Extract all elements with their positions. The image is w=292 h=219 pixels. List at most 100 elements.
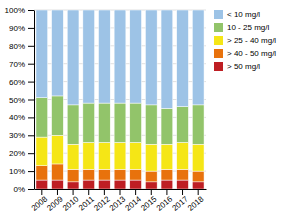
bar (130, 103, 142, 142)
bar (192, 144, 204, 171)
bar (99, 180, 111, 189)
bar (114, 103, 126, 142)
bar (130, 142, 142, 169)
tick: 2015 (139, 189, 159, 213)
bar (99, 142, 111, 169)
x-axis: 2008200920102011201220132014201520162017… (30, 189, 207, 213)
bar (114, 10, 126, 103)
bar (67, 105, 79, 144)
tick-label: 50% (9, 96, 25, 105)
bar (145, 10, 157, 105)
bar (161, 144, 173, 169)
tick: 10% (9, 167, 34, 176)
legend-item: 10 - 25 mg/l (214, 23, 269, 32)
tick-label: 80% (9, 42, 25, 51)
tick: 2012 (92, 189, 112, 213)
bar (67, 182, 79, 189)
tick-label: 2015 (139, 194, 159, 213)
bar (145, 171, 157, 182)
bar (192, 171, 204, 182)
tick-mark (28, 82, 34, 83)
tick: 70% (9, 60, 34, 69)
bar (83, 142, 95, 169)
tick: 2008 (30, 189, 50, 213)
bar (83, 103, 95, 142)
tick-label: 20% (9, 149, 25, 158)
bar (114, 142, 126, 169)
tick-mark (88, 189, 89, 195)
legend-item: < 10 mg/l (214, 10, 260, 19)
plot: 0% 10% 20% 30% 40% 50% 60% 70% 80% 90% 100% 2008200… (5, 6, 207, 213)
tick-mark (182, 189, 183, 195)
legend-item: > 50 mg/l (214, 62, 260, 71)
tick-mark (28, 10, 34, 11)
series (36, 10, 204, 108)
tick-mark (151, 189, 152, 195)
tick-label: 2012 (92, 194, 112, 213)
tick: 2017 (170, 189, 190, 213)
tick: 2018 (186, 189, 206, 213)
chart: 0% 10% 20% 30% 40% 50% 60% 70% 80% 90% 100% 2008200… (0, 0, 292, 219)
tick: 80% (9, 42, 34, 51)
tick-mark (28, 171, 34, 172)
tick: 50% (9, 96, 34, 105)
bar (161, 10, 173, 108)
tick-label: 0% (13, 185, 25, 194)
legend-swatch (214, 10, 223, 19)
bar (145, 105, 157, 144)
bar (192, 10, 204, 105)
bar (36, 137, 48, 166)
tick-label: 2018 (186, 194, 206, 213)
bar (83, 169, 95, 180)
bar (99, 103, 111, 142)
bar (52, 10, 64, 96)
bar (145, 144, 157, 171)
tick-mark (28, 64, 34, 65)
tick-label: 2009 (45, 194, 65, 213)
tick-label: 40% (9, 113, 25, 122)
bar (161, 108, 173, 144)
bar (192, 182, 204, 189)
bar (99, 10, 111, 103)
tick-label: 100% (5, 6, 25, 15)
legend-swatch (214, 49, 223, 58)
tick-label: 70% (9, 60, 25, 69)
bar (52, 96, 64, 135)
bar (161, 169, 173, 180)
tick: 60% (9, 78, 34, 87)
bar (36, 166, 48, 180)
bar (177, 142, 189, 169)
legend-swatch (214, 36, 223, 45)
bar (67, 10, 79, 105)
tick-mark (28, 28, 34, 29)
tick: 30% (9, 131, 34, 140)
bar (177, 180, 189, 189)
tick: 40% (9, 113, 34, 122)
bar (145, 182, 157, 189)
bar (177, 107, 189, 143)
tick-label: 2014 (124, 194, 144, 213)
legend-swatch (214, 23, 223, 32)
legend-swatch (214, 62, 223, 71)
legend-label: > 40 - 50 mg/l (227, 49, 276, 58)
bar (67, 144, 79, 169)
legend-label: > 25 - 40 mg/l (227, 36, 276, 45)
legend-label: 10 - 25 mg/l (227, 23, 269, 32)
tick-mark (28, 135, 34, 136)
bar (83, 10, 95, 103)
tick-mark (57, 189, 58, 195)
y-axis: 0% 10% 20% 30% 40% 50% 60% 70% 80% 90% 100% (5, 6, 35, 194)
tick-label: 2010 (61, 194, 81, 213)
tick-mark (28, 117, 34, 118)
legend-label: < 10 mg/l (227, 10, 260, 19)
bar (130, 180, 142, 189)
legend: < 10 mg/l 10 - 25 mg/l > 25 - 40 mg/l > 40 … (214, 10, 276, 71)
bar (161, 180, 173, 189)
tick-label: 2016 (155, 194, 175, 213)
tick: 0% (13, 185, 34, 194)
tick-mark (135, 189, 136, 195)
tick-label: 2017 (170, 194, 190, 213)
bar (114, 180, 126, 189)
tick: 2009 (45, 189, 65, 213)
tick: 90% (9, 24, 34, 33)
